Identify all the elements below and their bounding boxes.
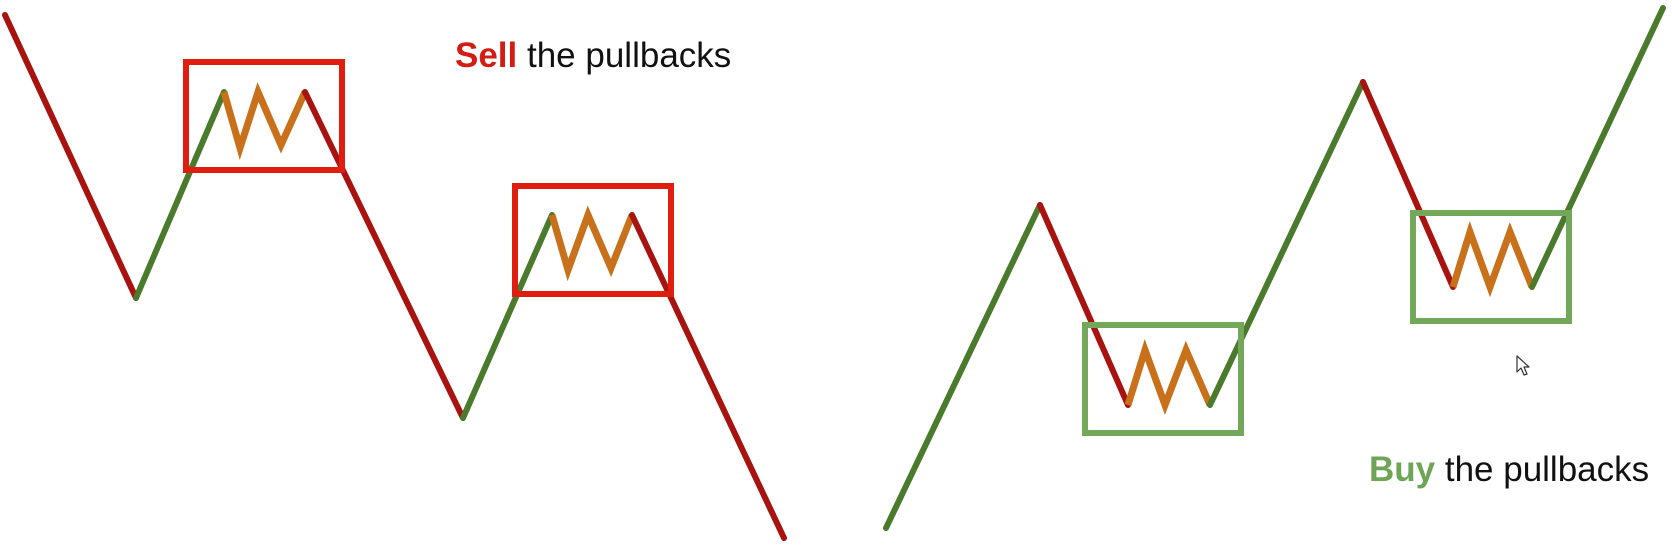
down-leg-pullback-1 xyxy=(1037,202,1131,408)
sell-caption-rest: the pullbacks xyxy=(517,36,732,75)
down-leg-1 xyxy=(2,12,139,301)
pullback-zigzag-1 xyxy=(220,82,309,161)
up-leg-pullback-1 xyxy=(133,89,227,301)
uptrend-group xyxy=(883,5,1666,531)
down-leg-2 xyxy=(302,89,466,421)
downtrend-group xyxy=(2,12,787,541)
mouse-cursor-icon xyxy=(1516,355,1530,376)
sell-keyword: Sell xyxy=(455,36,518,75)
pullback-zigzag-3 xyxy=(1124,339,1214,416)
buy-pullback-box-2 xyxy=(1410,210,1572,324)
buy-pullback-box-1 xyxy=(1082,322,1244,436)
buy-caption-rest: the pullbacks xyxy=(1435,450,1650,489)
sell-caption: Sell the pullbacks xyxy=(455,36,731,76)
down-leg-pullback-2 xyxy=(1360,79,1456,290)
buy-keyword: Buy xyxy=(1369,450,1436,489)
pullback-zigzag-2 xyxy=(548,205,636,282)
up-leg-3 xyxy=(1529,5,1666,290)
buy-caption: Buy the pullbacks xyxy=(1369,450,1649,490)
sell-pullback-box-2 xyxy=(512,183,674,297)
up-leg-1 xyxy=(883,202,1043,531)
up-leg-2 xyxy=(1207,79,1366,408)
down-leg-3 xyxy=(629,212,787,541)
up-leg-pullback-2 xyxy=(460,212,555,421)
pullback-zigzag-4 xyxy=(1449,221,1536,298)
sell-pullback-box-1 xyxy=(183,59,345,173)
